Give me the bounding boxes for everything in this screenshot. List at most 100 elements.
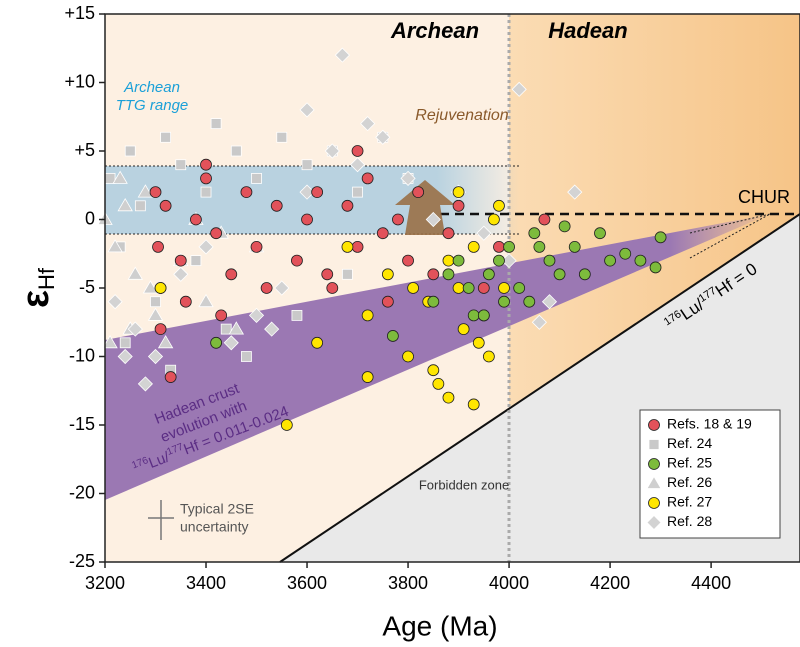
point bbox=[452, 254, 465, 267]
point bbox=[498, 282, 510, 294]
point bbox=[351, 145, 364, 157]
point bbox=[361, 309, 374, 322]
point bbox=[538, 213, 551, 226]
legend-label: Refs. 18 & 19 bbox=[667, 416, 752, 432]
point bbox=[462, 282, 475, 294]
point bbox=[482, 268, 495, 281]
point bbox=[427, 364, 440, 377]
rejuvenation-label: Rejuvenation bbox=[415, 107, 509, 124]
chur-label: CHUR bbox=[738, 187, 790, 207]
point bbox=[533, 240, 546, 253]
point bbox=[134, 200, 146, 212]
point bbox=[250, 240, 263, 253]
crust-bottom-ext bbox=[689, 213, 771, 259]
legend-label: Ref. 28 bbox=[667, 513, 712, 529]
point bbox=[381, 268, 394, 281]
point bbox=[654, 231, 667, 244]
point bbox=[198, 293, 214, 308]
point bbox=[142, 280, 159, 294]
point bbox=[334, 47, 350, 63]
point bbox=[488, 213, 500, 226]
point bbox=[493, 240, 505, 253]
point bbox=[352, 186, 363, 198]
point bbox=[467, 240, 480, 253]
point bbox=[648, 439, 660, 450]
zero-line bbox=[279, 213, 800, 563]
y-tick-label: -15 bbox=[69, 414, 95, 434]
x-tick-label: 4400 bbox=[691, 573, 731, 593]
point bbox=[179, 295, 192, 308]
point bbox=[442, 227, 455, 240]
point bbox=[361, 172, 374, 185]
point bbox=[648, 497, 660, 509]
point bbox=[326, 282, 339, 294]
x-tick-label: 4200 bbox=[590, 573, 630, 593]
point bbox=[324, 143, 340, 159]
point bbox=[452, 199, 465, 212]
ttg-band bbox=[105, 166, 520, 234]
point bbox=[646, 514, 662, 531]
legend-label: Ref. 27 bbox=[667, 494, 712, 510]
point bbox=[198, 239, 214, 255]
point bbox=[321, 268, 334, 281]
point bbox=[381, 295, 394, 308]
point bbox=[493, 254, 505, 267]
point bbox=[147, 348, 164, 365]
point bbox=[567, 184, 583, 200]
point bbox=[311, 186, 324, 199]
point bbox=[299, 102, 315, 118]
point bbox=[472, 336, 485, 349]
point bbox=[457, 323, 470, 336]
point bbox=[241, 351, 252, 362]
point bbox=[127, 321, 143, 337]
point bbox=[119, 337, 131, 349]
point bbox=[301, 159, 313, 171]
error-cross bbox=[148, 500, 174, 540]
point bbox=[200, 158, 212, 171]
point bbox=[210, 336, 223, 349]
point bbox=[493, 199, 505, 212]
point bbox=[541, 294, 558, 310]
point bbox=[442, 254, 455, 267]
point bbox=[467, 309, 480, 322]
point bbox=[228, 321, 245, 335]
point bbox=[164, 371, 177, 383]
point bbox=[301, 213, 313, 226]
point bbox=[375, 129, 391, 145]
ttg-label: TTG range bbox=[116, 97, 189, 114]
point bbox=[341, 199, 354, 212]
x-axis-label: Age (Ma) bbox=[382, 610, 497, 641]
point bbox=[230, 145, 242, 157]
y-tick-label: +10 bbox=[64, 71, 95, 91]
point bbox=[112, 170, 128, 184]
point bbox=[467, 398, 480, 411]
point bbox=[280, 419, 293, 431]
point bbox=[154, 323, 167, 336]
points bbox=[97, 47, 667, 431]
legend-label: Ref. 25 bbox=[667, 455, 712, 471]
point bbox=[190, 255, 202, 267]
y-tick-label: -25 bbox=[69, 551, 95, 571]
point bbox=[225, 268, 238, 281]
point bbox=[174, 254, 187, 267]
point bbox=[503, 240, 515, 253]
x-tick-label: 4000 bbox=[489, 573, 529, 593]
point bbox=[299, 184, 315, 200]
point bbox=[531, 314, 547, 330]
point bbox=[149, 186, 162, 199]
point bbox=[342, 268, 353, 280]
point bbox=[392, 213, 404, 226]
point bbox=[152, 240, 164, 253]
point bbox=[341, 240, 354, 253]
point bbox=[154, 282, 167, 294]
point bbox=[351, 240, 364, 253]
point bbox=[402, 350, 414, 363]
point bbox=[523, 295, 536, 308]
point bbox=[264, 321, 280, 337]
point bbox=[276, 131, 288, 143]
y-tick-label: -20 bbox=[69, 482, 95, 502]
point bbox=[568, 240, 581, 253]
archean-label: Archean bbox=[390, 18, 479, 43]
point bbox=[147, 307, 164, 321]
point bbox=[477, 309, 490, 322]
